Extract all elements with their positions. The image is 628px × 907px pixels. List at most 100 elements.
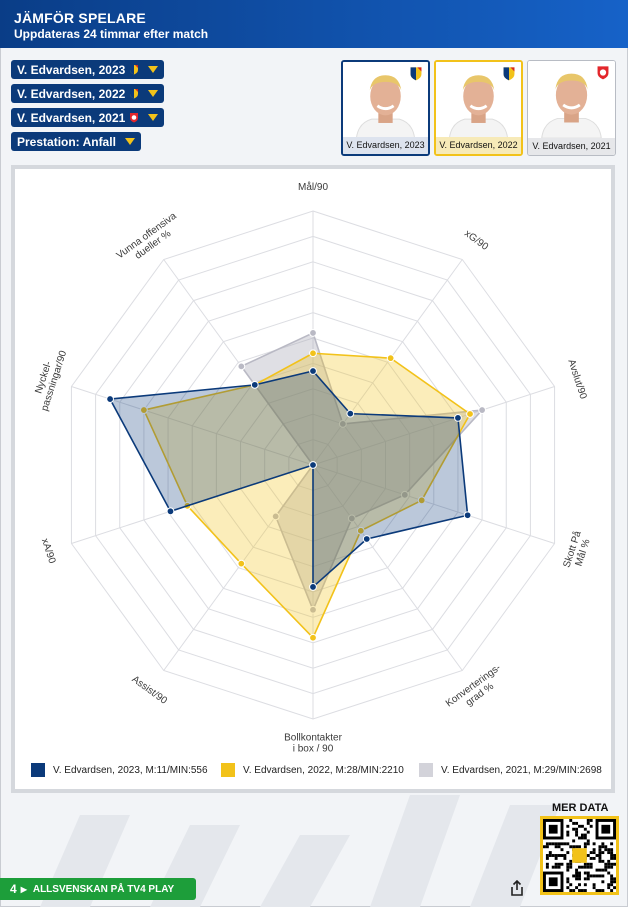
axis-label: Bollkontakter i box / 90 xyxy=(284,733,342,755)
qr-module xyxy=(583,883,587,887)
qr-module xyxy=(598,868,602,872)
qr-module xyxy=(566,824,570,828)
qr-module xyxy=(545,845,549,849)
grid-spoke xyxy=(312,259,463,466)
player-select-label: V. Edvardsen, 2021 xyxy=(17,110,126,125)
player-select-label: V. Edvardsen, 2023 xyxy=(17,62,126,77)
player-select-2021[interactable]: V. Edvardsen, 2021 xyxy=(11,108,165,127)
data-point xyxy=(271,512,280,521)
qr-module xyxy=(586,854,590,857)
data-point xyxy=(347,514,356,523)
qr-module xyxy=(607,865,611,869)
share-icon[interactable] xyxy=(510,880,524,896)
qr-module xyxy=(586,874,590,878)
qr-module xyxy=(578,883,581,887)
legend-label: V. Edvardsen, 2021, M:29/MIN:2698 xyxy=(441,764,602,776)
qr-module xyxy=(572,821,576,825)
qr-module xyxy=(545,862,549,866)
qr-module xyxy=(563,854,567,857)
qr-module xyxy=(575,827,579,831)
qr-module xyxy=(592,848,596,852)
player-photo xyxy=(436,62,521,140)
qr-module xyxy=(601,889,605,892)
tv4-play-banner[interactable]: 4 ▶ ALLSVENSKAN PÅ TV4 PLAY xyxy=(0,878,196,900)
chevron-down-icon xyxy=(148,90,159,97)
qr-module xyxy=(595,889,599,892)
grid-spoke xyxy=(312,464,463,671)
qr-module xyxy=(572,874,576,878)
qr-module xyxy=(575,833,579,837)
qr-module xyxy=(592,883,596,887)
axis-label: Mål/90 xyxy=(298,181,328,193)
qr-module xyxy=(601,868,605,872)
qr-module xyxy=(589,824,593,828)
axis-label: Avslut/90 xyxy=(565,358,588,401)
legend-swatch xyxy=(31,763,45,777)
qr-module xyxy=(569,862,573,866)
performance-select[interactable]: Prestation: Anfall xyxy=(11,132,141,151)
qr-module xyxy=(557,845,561,849)
qr-module xyxy=(610,865,614,869)
tv4-play-label: ALLSVENSKAN PÅ TV4 PLAY xyxy=(32,883,175,895)
legend-item[interactable]: V. Edvardsen, 2021, M:29/MIN:2698 xyxy=(419,763,602,777)
player-card-2021[interactable]: V. Edvardsen, 2021 xyxy=(527,60,616,156)
qr-module xyxy=(589,851,593,855)
qr-module xyxy=(566,886,570,890)
qr-module xyxy=(592,856,596,860)
qr-module xyxy=(607,851,611,855)
axis-label-line: xA/90 xyxy=(39,537,57,565)
qr-module xyxy=(554,862,558,866)
qr-code[interactable] xyxy=(540,816,619,895)
qr-module xyxy=(572,839,576,843)
qr-module xyxy=(575,877,579,881)
qr-module xyxy=(578,877,581,881)
page-subtitle: Uppdateras 24 timmar efter match xyxy=(14,27,209,41)
legend-item[interactable]: V. Edvardsen, 2022, M:28/MIN:2210 xyxy=(221,763,404,777)
qr-module xyxy=(610,862,614,866)
qr-module xyxy=(598,845,602,849)
qr-module xyxy=(583,889,587,892)
axis-label-line: xG/90 xyxy=(462,228,490,253)
chevron-down-icon xyxy=(124,138,135,145)
qr-module xyxy=(586,830,590,834)
qr-module xyxy=(586,819,590,822)
qr-module xyxy=(569,859,573,863)
qr-module xyxy=(601,859,605,863)
qr-module xyxy=(598,851,602,855)
player-card-2023[interactable]: V. Edvardsen, 2023 xyxy=(341,60,430,156)
qr-module xyxy=(604,845,608,849)
play-arrow-icon: ▶ xyxy=(20,884,27,894)
qr-module xyxy=(580,865,584,869)
qr-module xyxy=(583,865,587,869)
qr-module xyxy=(589,819,593,822)
djurgarden-crest-icon xyxy=(130,65,139,75)
player-card-caption: V. Edvardsen, 2022 xyxy=(436,137,521,154)
player-select-2022[interactable]: V. Edvardsen, 2022 xyxy=(11,84,165,103)
qr-module xyxy=(583,845,587,849)
axis-label-line: Mål/90 xyxy=(298,181,328,193)
player-photo xyxy=(343,62,428,140)
data-point xyxy=(140,406,148,414)
qr-module xyxy=(586,865,590,869)
data-point xyxy=(466,410,474,418)
data-point xyxy=(478,406,486,414)
qr-module xyxy=(569,889,573,892)
player-select-2023[interactable]: V. Edvardsen, 2023 xyxy=(11,60,165,79)
data-point xyxy=(386,354,395,363)
qr-module xyxy=(610,880,614,884)
qr-module xyxy=(613,877,616,881)
legend-label: V. Edvardsen, 2022, M:28/MIN:2210 xyxy=(243,764,404,776)
qr-module xyxy=(572,845,576,849)
grid-spoke xyxy=(312,386,555,466)
qr-module xyxy=(554,845,558,849)
qr-module xyxy=(607,871,611,875)
qr-module xyxy=(560,854,564,857)
qr-module xyxy=(554,854,558,857)
legend-item[interactable]: V. Edvardsen, 2023, M:11/MIN:556 xyxy=(31,763,208,777)
data-point xyxy=(309,367,317,375)
qr-module xyxy=(557,865,561,869)
axis-label-line: Assist/90 xyxy=(130,674,170,707)
player-card-2022[interactable]: V. Edvardsen, 2022 xyxy=(434,60,523,156)
qr-module xyxy=(572,889,576,892)
data-point xyxy=(106,395,114,403)
